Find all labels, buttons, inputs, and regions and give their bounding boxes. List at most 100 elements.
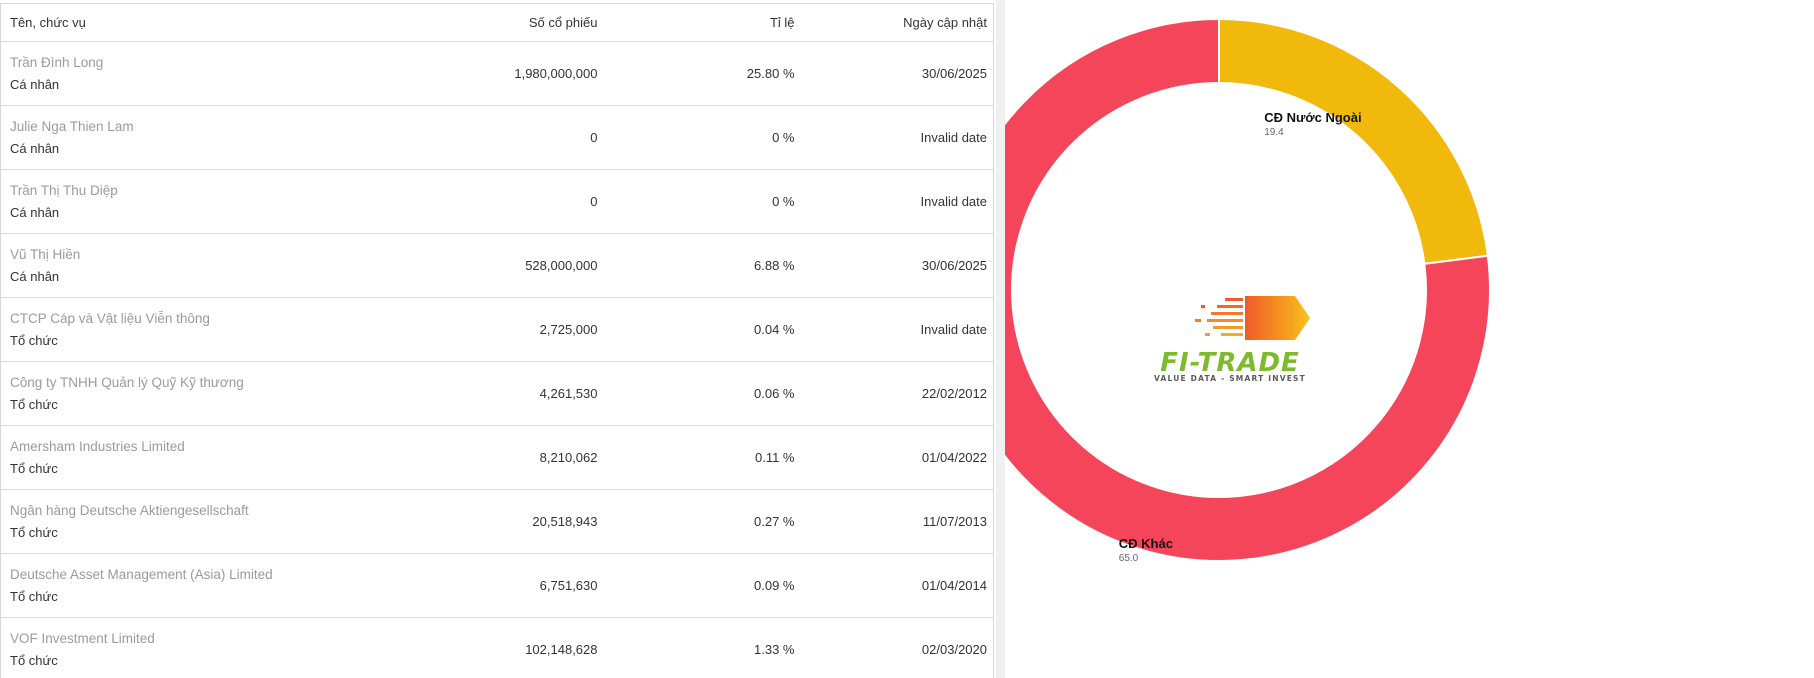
table-row[interactable]: Julie Nga Thien Lam Cá nhân 0 0 % Invalid da… (0, 105, 994, 170)
holder-cell: CTCP Cáp và Vật liệu Viễn thông Tổ chức (0, 297, 381, 362)
date-cell: 11/07/2013 (800, 489, 994, 554)
shares-cell: 0 (380, 105, 604, 170)
header-date[interactable]: Ngày cập nhật (800, 3, 994, 42)
holder-name-link[interactable]: VOF Investment Limited (10, 631, 155, 646)
table-row[interactable]: Deutsche Asset Management (Asia) Limited… (0, 553, 994, 618)
ratio-cell: 1.33 % (603, 617, 801, 678)
table-row[interactable]: VOF Investment Limited Tổ chức 102,148,628… (0, 617, 994, 678)
table-row[interactable]: Trần Đình Long Cá nhân 1,980,000,000 25.80 … (0, 41, 994, 106)
date-cell: 30/06/2025 (800, 233, 994, 298)
header-ratio[interactable]: Tỉ lệ (603, 3, 801, 42)
holder-cell: Trần Đình Long Cá nhân (0, 41, 381, 106)
ratio-cell: 0 % (603, 105, 801, 170)
shares-value: 102,148,628 (525, 642, 598, 657)
shares-cell: 0 (380, 169, 604, 234)
holder-name-link[interactable]: Amersham Industries Limited (10, 439, 185, 454)
shares-value: 0 (590, 130, 598, 145)
table-body: Trần Đình Long Cá nhân 1,980,000,000 25.80 … (0, 41, 994, 678)
shares-cell: 4,261,530 (380, 361, 604, 426)
date-value: 30/06/2025 (921, 66, 987, 81)
donut-slice-1[interactable] (1005, 17, 1491, 562)
holder-name-link[interactable]: Trần Đình Long (10, 55, 104, 70)
date-value: 22/02/2012 (921, 386, 987, 401)
holder-cell: VOF Investment Limited Tổ chức (0, 617, 381, 678)
shares-value: 4,261,530 (539, 386, 598, 401)
shares-value: 0 (590, 194, 598, 209)
holder-type: Tổ chức (10, 333, 58, 348)
holder-name-link[interactable]: Công ty TNHH Quản lý Quỹ Kỹ thương (10, 375, 244, 390)
holder-cell: Vũ Thị Hiền Cá nhân (0, 233, 381, 298)
table-row[interactable]: CTCP Cáp và Vật liệu Viễn thông Tổ chức 2,… (0, 297, 994, 362)
holder-name-link[interactable]: Vũ Thị Hiền (10, 247, 81, 262)
ratio-cell: 6.88 % (603, 233, 801, 298)
date-cell: 22/02/2012 (800, 361, 994, 426)
slice-label-0: CĐ Nước Ngoài (1264, 110, 1361, 125)
shares-cell: 1,980,000,000 (380, 41, 604, 106)
date-value: 30/06/2025 (921, 258, 987, 273)
holder-cell: Amersham Industries Limited Tổ chức (0, 425, 381, 490)
date-value: 01/04/2014 (921, 578, 987, 593)
ratio-cell: 0.06 % (603, 361, 801, 426)
shareholder-table: Tên, chức vụ Số cổ phiếu Tỉ lệ Ngày cập … (0, 3, 994, 678)
date-cell: Invalid date (800, 105, 994, 170)
table-header-row: Tên, chức vụ Số cổ phiếu Tỉ lệ Ngày cập … (0, 3, 994, 42)
date-value: 11/07/2013 (922, 514, 987, 529)
date-cell: 30/06/2025 (800, 41, 994, 106)
logo-tagline: VALUE DATA - SMART INVEST (1154, 374, 1306, 383)
shares-value: 2,725,000 (539, 322, 598, 337)
date-cell: 02/03/2020 (800, 617, 994, 678)
table-row[interactable]: Vũ Thị Hiền Cá nhân 528,000,000 6.88 % 30/06… (0, 233, 994, 298)
date-value: Invalid date (920, 322, 988, 337)
shares-value: 20,518,943 (532, 514, 598, 529)
holder-type: Tổ chức (10, 589, 58, 604)
holder-name-link[interactable]: Deutsche Asset Management (Asia) Limited (10, 567, 273, 582)
holder-cell: Julie Nga Thien Lam Cá nhân (0, 105, 381, 170)
ratio-cell: 0.09 % (603, 553, 801, 618)
slice-value-1: 65.0 (1119, 553, 1139, 564)
holder-name-link[interactable]: Julie Nga Thien Lam (10, 119, 134, 134)
slice-value-0: 19.4 (1264, 127, 1284, 138)
shares-value: 6,751,630 (539, 578, 598, 593)
holder-name-link[interactable]: Trần Thị Thu Diệp (10, 183, 118, 198)
holder-type: Cá nhân (10, 205, 60, 220)
ratio-value: 0.06 % (754, 386, 795, 401)
ownership-chart-panel: CĐ Nước Ngoài 19.4 CĐ Khác 65.0 (1005, 0, 1814, 678)
holder-name-link[interactable]: CTCP Cáp và Vật liệu Viễn thông (10, 311, 210, 326)
holder-type: Cá nhân (10, 141, 60, 156)
ratio-value: 0.27 % (754, 514, 795, 529)
holder-type: Tổ chức (10, 525, 58, 540)
ownership-donut-chart: CĐ Nước Ngoài 19.4 CĐ Khác 65.0 (1005, 17, 1491, 564)
table-row[interactable]: Công ty TNHH Quản lý Quỹ Kỹ thương Tổ chứ… (0, 361, 994, 426)
ratio-value: 0.04 % (754, 322, 795, 337)
donut-slice-0[interactable] (1218, 17, 1489, 265)
shares-value: 8,210,062 (539, 450, 598, 465)
ratio-cell: 0.11 % (603, 425, 801, 490)
ratio-value: 0.09 % (754, 578, 795, 593)
shares-cell: 102,148,628 (380, 617, 604, 678)
shareholder-table-panel: Tên, chức vụ Số cổ phiếu Tỉ lệ Ngày cập … (0, 3, 996, 678)
holder-name-link[interactable]: Ngân hàng Deutsche Aktiengesellschaft (10, 503, 249, 518)
holder-cell: Deutsche Asset Management (Asia) Limited… (0, 553, 381, 618)
header-shares[interactable]: Số cổ phiếu (380, 3, 604, 42)
holder-type: Tổ chức (10, 397, 58, 412)
date-value: 01/04/2022 (921, 450, 987, 465)
logo-arrow-icon (1195, 296, 1310, 340)
shares-cell: 20,518,943 (380, 489, 604, 554)
holder-cell: Ngân hàng Deutsche Aktiengesellschaft Tổ … (0, 489, 381, 554)
table-row[interactable]: Trần Thị Thu Diệp Cá nhân 0 0 % Invalid date (0, 169, 994, 234)
header-name[interactable]: Tên, chức vụ (0, 3, 381, 42)
holder-cell: Công ty TNHH Quản lý Quỹ Kỹ thương Tổ chứ… (0, 361, 381, 426)
ratio-value: 6.88 % (754, 258, 795, 273)
date-cell: Invalid date (800, 169, 994, 234)
ratio-cell: 0 % (603, 169, 801, 234)
slice-label-1: CĐ Khác (1119, 536, 1173, 551)
fi-trade-logo: FI-TRADE VALUE DATA - SMART INVEST (1154, 296, 1310, 383)
date-cell: Invalid date (800, 297, 994, 362)
ratio-value: 0.11 % (754, 450, 795, 465)
table-row[interactable]: Amersham Industries Limited Tổ chức 8,210,… (0, 425, 994, 490)
holder-type: Cá nhân (10, 77, 60, 92)
table-row[interactable]: Ngân hàng Deutsche Aktiengesellschaft Tổ … (0, 489, 994, 554)
holder-type: Tổ chức (10, 461, 58, 476)
ratio-value: 0 % (772, 194, 795, 209)
